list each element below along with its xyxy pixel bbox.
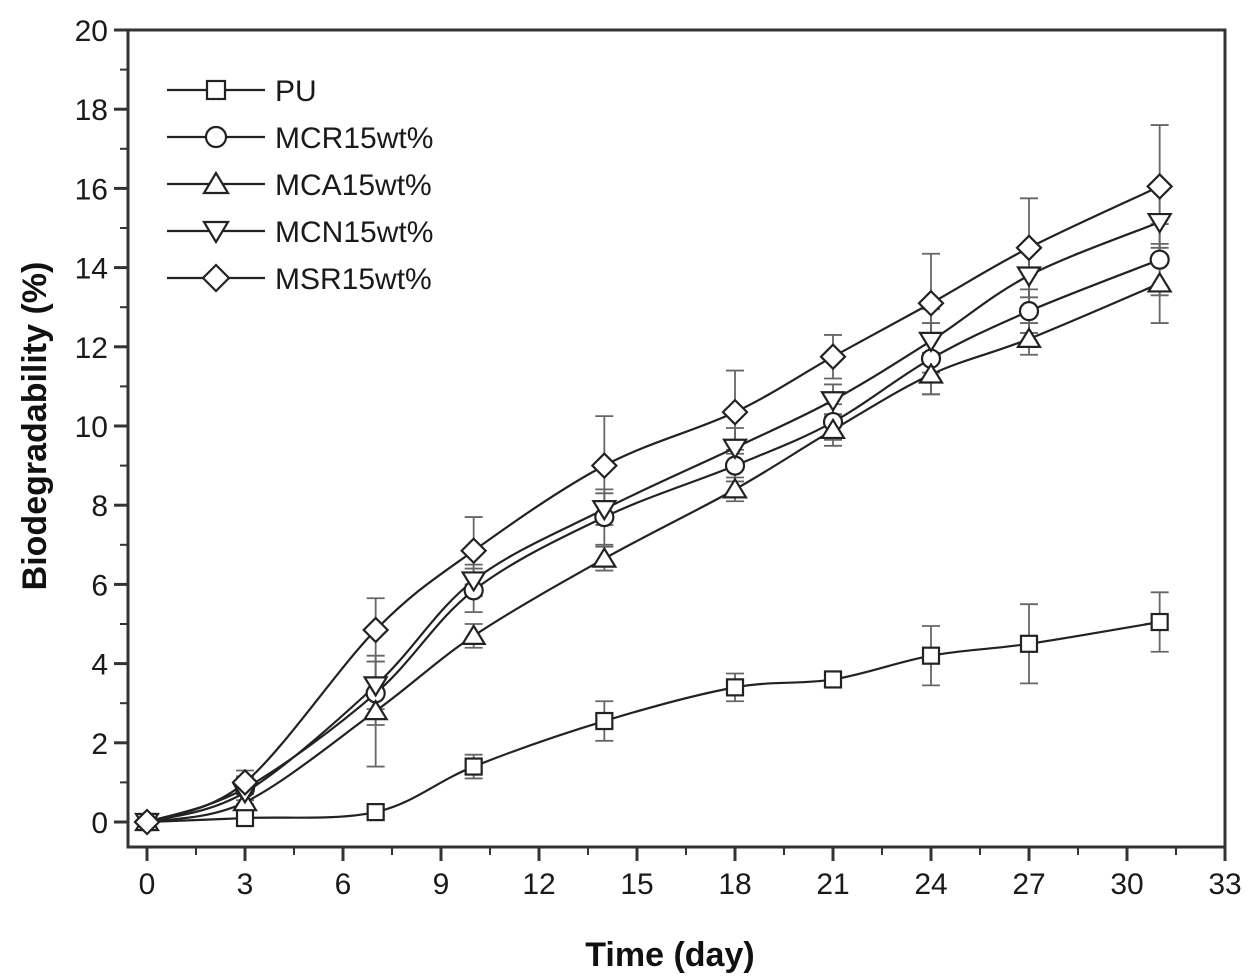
y-tick-label: 2 (91, 728, 108, 761)
legend-label: MCA15wt% (275, 169, 432, 202)
data-point-pu (823, 670, 843, 689)
series-lines (146, 185, 1161, 824)
x-tick-label: 30 (1110, 868, 1143, 901)
legend-item-mca15wt: MCA15wt% (167, 169, 432, 202)
data-point-mca15wt (820, 417, 846, 440)
y-tick-label: 20 (75, 15, 108, 48)
data-point-mcn15wt (918, 331, 944, 353)
data-point-mcr15wt (1149, 249, 1170, 270)
data-point-msr15wt (362, 616, 390, 644)
x-tick-label: 24 (914, 868, 947, 901)
data-point-mca15wt (918, 362, 944, 384)
legend-label: MCN15wt% (275, 216, 433, 249)
y-tick-label: 10 (75, 411, 108, 444)
series-line-mcn15wt (146, 221, 1161, 824)
data-point-pu (725, 678, 745, 697)
x-tick-label: 12 (522, 868, 555, 901)
y-tick-label: 0 (91, 807, 108, 840)
legend-circle-icon (204, 125, 228, 149)
legend-triangle-down-icon (202, 220, 230, 245)
data-point-mca15wt (1016, 326, 1042, 348)
data-point-mca15wt (591, 546, 618, 568)
y-tick-label: 4 (91, 649, 108, 682)
data-point-mca15wt (460, 623, 487, 645)
data-point-msr15wt (133, 808, 161, 836)
data-point-msr15wt (590, 452, 618, 480)
data-point-msr15wt (1015, 234, 1043, 262)
y-tick-label: 18 (75, 94, 108, 127)
data-point-pu (366, 802, 385, 822)
legend-diamond-icon (201, 263, 231, 293)
y-tick-label: 6 (91, 569, 108, 602)
x-tick-label: 18 (718, 868, 751, 901)
data-point-mca15wt (722, 477, 748, 499)
x-axis-title: Time (day) (585, 936, 754, 974)
y-tick-label: 12 (75, 332, 108, 365)
data-point-pu (595, 711, 614, 731)
legend-item-mcn15wt: MCN15wt% (167, 216, 433, 249)
series-line-msr15wt (146, 185, 1161, 824)
legend-item-mcr15wt: MCR15wt% (167, 122, 433, 155)
data-point-msr15wt (460, 537, 488, 565)
legend-item-pu: PU (167, 75, 317, 108)
data-point-pu (464, 757, 483, 776)
data-point-msr15wt (231, 768, 259, 796)
y-tick-label: 16 (75, 173, 108, 206)
x-tick-label: 3 (237, 868, 254, 901)
data-point-pu (921, 646, 941, 665)
data-point-mcn15wt (460, 571, 487, 593)
data-point-mcn15wt (362, 676, 389, 698)
data-point-mcn15wt (820, 391, 846, 413)
data-point-mca15wt (362, 699, 389, 721)
x-tick-label: 0 (139, 868, 156, 901)
legend-triangle-up-icon (202, 170, 230, 195)
data-point-mcn15wt (1016, 266, 1042, 288)
legend-label: PU (275, 75, 317, 108)
series-markers (133, 172, 1174, 836)
data-point-mcn15wt (722, 438, 748, 460)
data-point-pu (1150, 612, 1169, 632)
x-tick-label: 9 (433, 868, 450, 901)
data-point-mca15wt (1146, 271, 1173, 293)
data-point-mcr15wt (1018, 301, 1040, 322)
series-line-mcr15wt (146, 258, 1161, 824)
x-tick-label: 27 (1012, 868, 1045, 901)
series-line-pu (146, 620, 1160, 824)
data-point-msr15wt (917, 289, 945, 317)
legend-item-msr15wt: MSR15wt% (167, 263, 432, 296)
legend-label: MCR15wt% (275, 122, 433, 155)
x-tick-label: 21 (816, 868, 849, 901)
y-tick-label: 8 (91, 490, 108, 523)
data-point-pu (235, 808, 255, 828)
legend-label: MSR15wt% (275, 263, 432, 296)
y-tick-label: 14 (75, 253, 108, 286)
data-point-msr15wt (819, 343, 847, 371)
plot-frame (126, 28, 1227, 849)
x-tick-label: 6 (335, 868, 352, 901)
series-line-mca15wt (146, 282, 1161, 824)
y-axis-title: Biodegradability (%) (16, 262, 54, 591)
legend-square-icon (205, 79, 227, 101)
data-point-pu (1019, 634, 1039, 653)
axes (114, 28, 1227, 861)
data-point-mcn15wt (591, 500, 618, 522)
data-point-msr15wt (721, 398, 749, 426)
legend: PU MCR15wt% MCA15wt% MCN15wt% MSR15wt% (167, 75, 433, 296)
x-tick-label: 15 (620, 868, 653, 901)
data-point-mcn15wt (1146, 212, 1173, 235)
x-tick-label: 33 (1208, 868, 1241, 901)
data-point-msr15wt (1146, 172, 1174, 200)
